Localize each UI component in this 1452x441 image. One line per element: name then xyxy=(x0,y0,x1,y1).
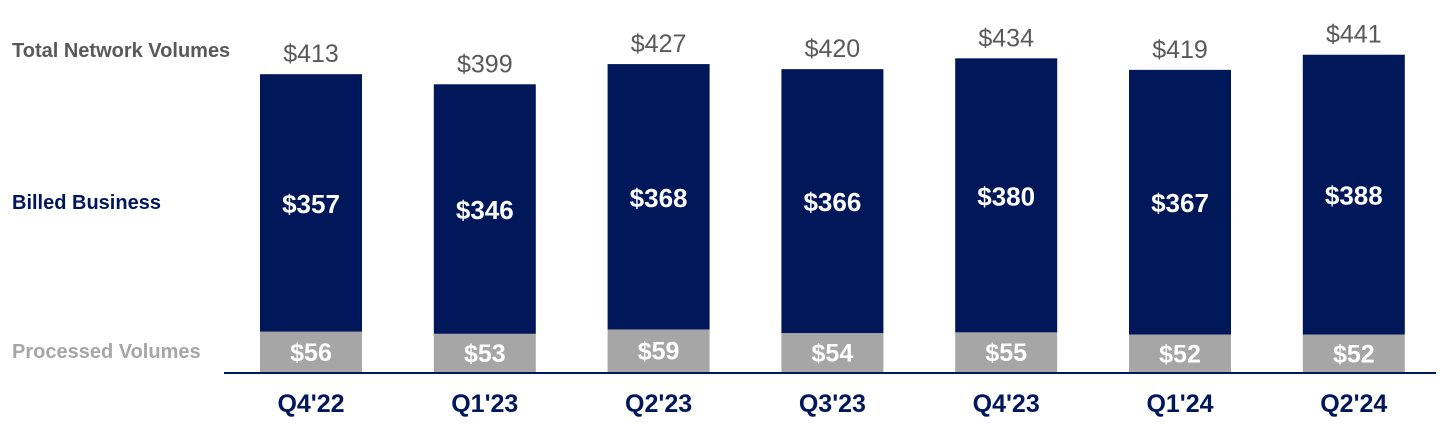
data-label-total: $427 xyxy=(631,30,687,58)
bar-billed-business xyxy=(955,58,1058,333)
data-label-total: $413 xyxy=(283,40,339,68)
legend-total-network-volumes: Total Network Volumes xyxy=(12,40,230,62)
x-tick-label: Q1'24 xyxy=(1146,390,1213,418)
x-tick-label: Q4'23 xyxy=(973,390,1040,418)
bar-billed-business xyxy=(1302,54,1405,335)
data-label-processed: $59 xyxy=(638,338,680,366)
data-label-processed: $54 xyxy=(812,340,854,368)
data-label-billed: $366 xyxy=(803,187,861,217)
bar-billed-business xyxy=(607,64,710,330)
bar-processed-volumes xyxy=(1129,334,1231,372)
data-label-billed: $368 xyxy=(630,183,688,213)
bar-processed-volumes xyxy=(781,333,884,372)
data-label-total: $419 xyxy=(1152,36,1208,64)
x-tick-label: Q2'24 xyxy=(1320,390,1387,418)
data-label-total: $441 xyxy=(1326,21,1382,49)
data-label-processed: $52 xyxy=(1333,340,1375,368)
data-label-processed: $56 xyxy=(290,339,332,367)
data-label-processed: $52 xyxy=(1159,340,1201,368)
x-tick-label: Q4'22 xyxy=(277,390,344,418)
data-label-processed: $53 xyxy=(464,340,506,368)
data-label-processed: $55 xyxy=(985,339,1027,367)
x-tick-label: Q1'23 xyxy=(451,390,518,418)
data-label-billed: $367 xyxy=(1151,188,1209,218)
bars xyxy=(260,54,1405,372)
x-tick-label: Q3'23 xyxy=(799,390,866,418)
bar-billed-business xyxy=(781,69,884,334)
data-label-billed: $380 xyxy=(977,181,1035,211)
data-label-billed: $357 xyxy=(282,189,340,219)
bar-billed-business xyxy=(433,84,536,334)
legend-billed-business: Billed Business xyxy=(12,192,161,214)
bar-processed-volumes xyxy=(607,329,710,372)
data-label-billed: $388 xyxy=(1325,181,1383,211)
bar-processed-volumes xyxy=(260,331,362,372)
x-tick-label: Q2'23 xyxy=(625,390,692,418)
legend: Total Network Volumes Billed Business Pr… xyxy=(12,40,230,363)
x-axis-tick-labels: Q4'22 Q1'23 Q2'23 Q3'23 Q4'23 Q1'24 Q2'24 xyxy=(277,390,1387,418)
bar-billed-business xyxy=(260,74,362,332)
data-labels: $56 $357 $413 $53 $346 $399 $59 $368 $427 $54 $366… xyxy=(282,21,1383,369)
data-label-billed: $346 xyxy=(456,195,514,225)
data-label-total: $399 xyxy=(457,50,513,78)
data-label-total: $420 xyxy=(805,35,861,63)
legend-processed-volumes: Processed Volumes xyxy=(12,341,201,363)
data-label-total: $434 xyxy=(978,24,1034,52)
bar-processed-volumes xyxy=(955,332,1058,372)
bar-processed-volumes xyxy=(433,333,536,372)
bar-billed-business xyxy=(1129,69,1231,335)
bar-processed-volumes xyxy=(1302,334,1405,372)
